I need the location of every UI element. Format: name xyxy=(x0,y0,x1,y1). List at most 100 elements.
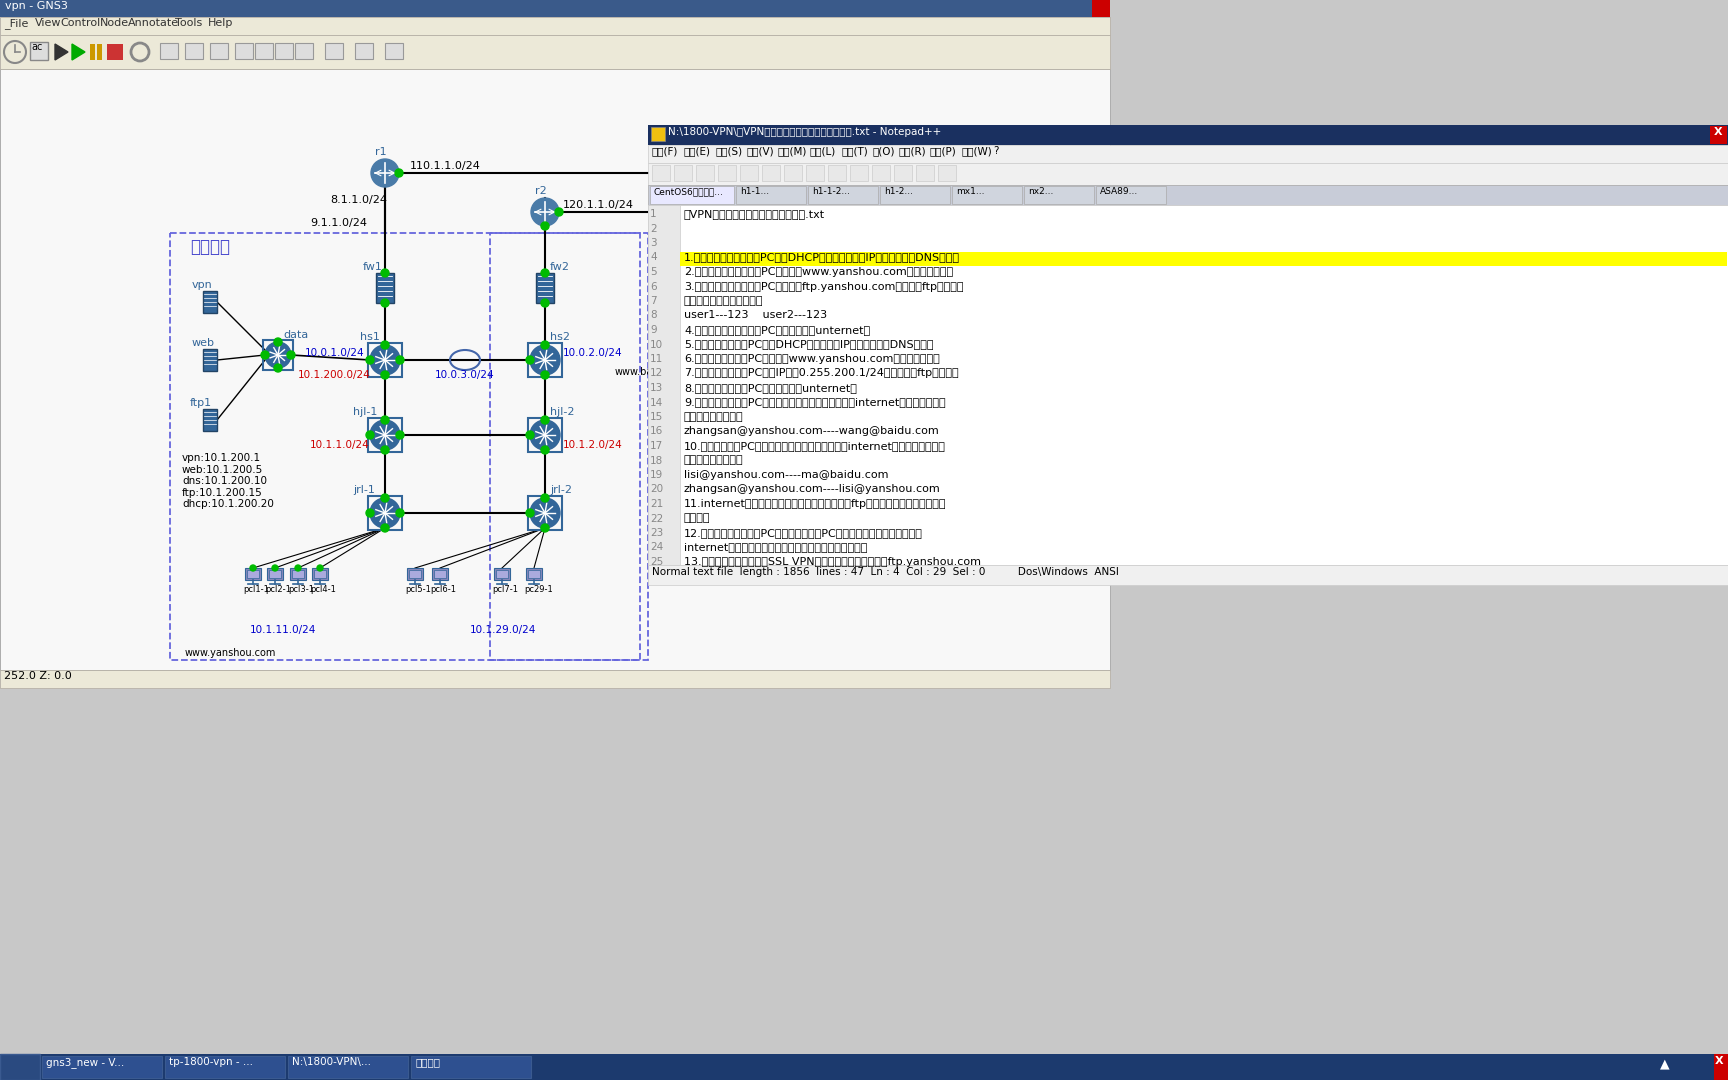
Bar xyxy=(491,233,648,660)
Circle shape xyxy=(530,198,558,226)
Bar xyxy=(0,1054,1728,1080)
Bar xyxy=(651,165,670,181)
Bar xyxy=(809,186,878,204)
Circle shape xyxy=(541,299,550,307)
Bar xyxy=(313,568,328,580)
Bar xyxy=(648,125,1728,145)
Text: 的其它员工写邮件。: 的其它员工写邮件。 xyxy=(684,456,743,465)
Bar xyxy=(408,568,423,580)
Bar xyxy=(1092,0,1109,17)
Bar xyxy=(385,43,403,59)
Text: 8.1.1.0/24: 8.1.1.0/24 xyxy=(330,195,387,205)
Text: lisi@yanshou.com----ma@baidu.com: lisi@yanshou.com----ma@baidu.com xyxy=(684,470,888,480)
Text: 插件(P): 插件(P) xyxy=(930,146,957,156)
Circle shape xyxy=(370,420,399,450)
Bar xyxy=(289,1056,408,1078)
Circle shape xyxy=(261,351,270,359)
Text: 17: 17 xyxy=(650,441,664,451)
Text: View: View xyxy=(35,18,62,28)
Circle shape xyxy=(380,416,389,424)
Text: vpn: vpn xyxy=(192,280,213,291)
Text: 的其它员工写邮件。: 的其它员工写邮件。 xyxy=(684,411,743,422)
Bar xyxy=(354,43,373,59)
Circle shape xyxy=(295,565,301,571)
Circle shape xyxy=(264,342,290,368)
Circle shape xyxy=(275,364,282,372)
Bar xyxy=(674,165,691,181)
Text: 120.1.1.0/24: 120.1.1.0/24 xyxy=(563,200,634,210)
Bar xyxy=(90,44,95,60)
Text: CentOS6系统要求...: CentOS6系统要求... xyxy=(653,187,724,195)
Bar xyxy=(880,186,950,204)
Bar xyxy=(256,43,273,59)
Bar xyxy=(681,252,1726,266)
Circle shape xyxy=(370,498,399,528)
Bar xyxy=(263,340,294,370)
Text: 24: 24 xyxy=(650,542,664,553)
Text: pcl6-1: pcl6-1 xyxy=(430,585,456,594)
Bar xyxy=(202,409,218,431)
Circle shape xyxy=(530,420,560,450)
Text: 252.0 Z: 0.0: 252.0 Z: 0.0 xyxy=(3,671,73,681)
Text: zhangsan@yanshou.com----lisi@yanshou.com: zhangsan@yanshou.com----lisi@yanshou.com xyxy=(684,485,940,495)
Bar xyxy=(740,165,759,181)
Text: 5: 5 xyxy=(650,267,657,276)
Text: www.baid...: www.baid... xyxy=(615,367,670,377)
Bar xyxy=(0,0,1109,17)
Text: h1-1-2...: h1-1-2... xyxy=(812,187,850,195)
Bar xyxy=(314,570,327,578)
Text: 视图(V): 视图(V) xyxy=(746,146,774,156)
Circle shape xyxy=(541,269,550,276)
Text: 格式(M): 格式(M) xyxy=(778,146,807,156)
Text: hs2: hs2 xyxy=(550,332,570,342)
Circle shape xyxy=(380,494,389,502)
Bar xyxy=(1096,186,1166,204)
Text: 13: 13 xyxy=(650,383,664,393)
Bar xyxy=(368,418,403,453)
Text: 12: 12 xyxy=(650,368,664,378)
Text: 4: 4 xyxy=(650,253,657,262)
Text: 10.1.1.0/24: 10.1.1.0/24 xyxy=(309,440,370,450)
Text: 进行文件上传、下载操作。: 进行文件上传、下载操作。 xyxy=(684,296,764,306)
Text: ac: ac xyxy=(31,42,43,52)
Text: 3: 3 xyxy=(650,238,657,248)
Text: 10.1.2.0/24: 10.1.2.0/24 xyxy=(563,440,622,450)
Bar xyxy=(696,165,714,181)
Text: www.yanshou.com: www.yanshou.com xyxy=(185,648,276,658)
Bar xyxy=(828,165,847,181)
Bar xyxy=(161,43,178,59)
Bar xyxy=(368,496,403,530)
Text: mx1...: mx1... xyxy=(956,187,985,195)
Text: 14: 14 xyxy=(650,397,664,407)
Circle shape xyxy=(541,372,550,379)
Text: 9.1.1.0/24: 9.1.1.0/24 xyxy=(309,218,366,228)
Bar xyxy=(1714,1054,1728,1080)
Bar xyxy=(805,165,824,181)
Circle shape xyxy=(366,356,373,364)
Text: 《VPN跨网络园区网的设计》功能测试.txt: 《VPN跨网络园区网的设计》功能测试.txt xyxy=(684,210,826,219)
Circle shape xyxy=(541,524,550,532)
Text: 3.兰州总厂办公楼的所有PC通过域名ftp.yanshou.com登录公司ftp服务器，: 3.兰州总厂办公楼的所有PC通过域名ftp.yanshou.com登录公司ftp… xyxy=(684,282,964,292)
Text: 语言(L): 语言(L) xyxy=(809,146,836,156)
Bar xyxy=(785,165,802,181)
Text: h1-1...: h1-1... xyxy=(740,187,769,195)
Bar xyxy=(235,43,252,59)
Bar xyxy=(0,69,1109,670)
Text: pcl5-1: pcl5-1 xyxy=(404,585,430,594)
Bar xyxy=(368,343,403,377)
Text: _File: _File xyxy=(3,18,28,29)
Bar xyxy=(410,570,422,578)
Text: Annotate: Annotate xyxy=(128,18,180,28)
Bar xyxy=(211,43,228,59)
Circle shape xyxy=(287,351,295,359)
Text: 11: 11 xyxy=(650,354,664,364)
Bar xyxy=(529,570,539,578)
Circle shape xyxy=(396,509,404,517)
Text: 10: 10 xyxy=(650,339,664,350)
Text: r1: r1 xyxy=(375,147,387,157)
Bar xyxy=(536,273,555,303)
Bar xyxy=(529,343,562,377)
Text: user1---123    user2---123: user1---123 user2---123 xyxy=(684,311,828,321)
Text: vpn - GNS3: vpn - GNS3 xyxy=(5,1,67,11)
Circle shape xyxy=(380,299,389,307)
